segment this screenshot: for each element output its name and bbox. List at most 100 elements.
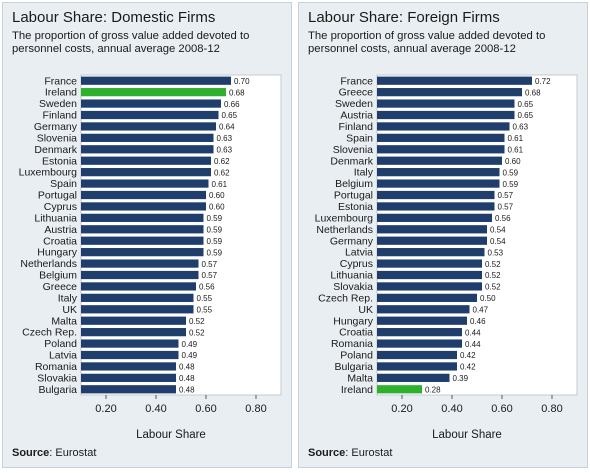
bar-romania (81, 362, 176, 371)
category-label: Greece (43, 281, 78, 293)
data-label: 0.47 (473, 305, 489, 314)
category-label: Romania (35, 361, 77, 373)
category-label: Ireland (341, 384, 373, 396)
x-tick-label: 0.80 (245, 403, 266, 415)
bar-romania (377, 339, 462, 348)
x-tick-label: 0.20 (95, 403, 116, 415)
data-label: 0.55 (197, 294, 213, 303)
bar-poland (81, 339, 179, 348)
source-value: Eurostat (351, 447, 393, 459)
data-label: 0.63 (217, 134, 233, 143)
category-label: Slovakia (333, 281, 373, 293)
data-label: 0.56 (199, 283, 215, 292)
data-label: 0.48 (179, 363, 195, 372)
data-label: 0.63 (217, 145, 233, 154)
category-label: Belgium (335, 178, 373, 190)
bar-czech-rep- (81, 328, 186, 337)
data-label: 0.65 (222, 111, 238, 120)
bar-spain (81, 179, 209, 188)
bar-czech-rep- (377, 293, 477, 302)
bar-luxembourg (81, 168, 211, 177)
bar-lithuania (81, 213, 204, 222)
bar-greece (377, 88, 522, 97)
category-label: Netherlands (316, 224, 373, 236)
category-label: Austria (340, 110, 373, 122)
category-label: Belgium (39, 270, 77, 282)
bar-croatia (81, 236, 204, 245)
data-label: 0.62 (214, 168, 230, 177)
bar-bulgaria (377, 362, 457, 371)
category-label: Italy (354, 167, 374, 179)
bar-slovenia (377, 145, 505, 154)
data-label: 0.62 (214, 157, 230, 166)
category-label: Germany (34, 121, 78, 133)
category-label: Germany (330, 235, 374, 247)
category-label: Cyprus (340, 258, 373, 270)
category-label: Latvia (345, 247, 373, 259)
bar-austria (81, 225, 204, 234)
data-label: 0.57 (498, 203, 514, 212)
bar-uk (377, 305, 470, 314)
category-label: Luxembourg (315, 212, 374, 224)
data-label: 0.60 (209, 191, 225, 200)
x-tick-label: 0.40 (145, 403, 166, 415)
data-label: 0.52 (189, 328, 205, 337)
source-value: Eurostat (55, 447, 97, 459)
category-label: Poland (340, 350, 373, 362)
data-label: 0.42 (460, 351, 476, 360)
bar-bulgaria (81, 385, 176, 394)
category-label: Bulgaria (38, 384, 77, 396)
bar-slovakia (81, 373, 176, 382)
bar-latvia (377, 248, 485, 257)
bar-denmark (377, 156, 502, 165)
data-label: 0.60 (505, 157, 521, 166)
data-label: 0.44 (465, 328, 481, 337)
bar-malta (377, 373, 450, 382)
chart-subtitle: The proportion of gross value added devo… (12, 30, 250, 55)
category-label: Cyprus (44, 201, 77, 213)
bar-uk (81, 305, 194, 314)
domestic-firms-panel: Labour Share: Domestic Firms The proport… (2, 2, 292, 468)
data-label: 0.49 (182, 351, 198, 360)
category-label: Denmark (330, 155, 373, 167)
bar-croatia (377, 328, 462, 337)
data-label: 0.53 (488, 248, 504, 257)
category-label: Bulgaria (334, 361, 373, 373)
bar-belgium (377, 179, 500, 188)
bar-poland (377, 350, 457, 360)
x-tick-label: 0.80 (541, 403, 562, 415)
data-label: 0.49 (182, 340, 198, 349)
bar-italy (377, 168, 500, 177)
bar-luxembourg (377, 213, 492, 222)
category-label: Finland (339, 121, 374, 133)
data-label: 0.65 (518, 111, 534, 120)
category-label: France (44, 75, 77, 87)
data-label: 0.52 (189, 317, 205, 326)
data-label: 0.57 (202, 260, 218, 269)
category-label: Netherlands (20, 258, 77, 270)
data-label: 0.59 (207, 237, 223, 246)
bar-portugal (81, 190, 206, 200)
bar-italy (81, 293, 194, 302)
category-label: Spain (346, 132, 373, 144)
bar-belgium (81, 270, 199, 280)
bar-finland (81, 110, 219, 120)
category-label: Spain (50, 178, 77, 190)
data-label: 0.66 (224, 100, 240, 109)
bar-austria (377, 110, 515, 120)
category-label: Luxembourg (19, 167, 78, 179)
data-label: 0.48 (179, 385, 195, 394)
chart-subtitle: The proportion of gross value added devo… (308, 30, 546, 55)
data-label: 0.39 (453, 374, 469, 383)
category-label: Estonia (338, 201, 373, 213)
bar-sweden (81, 99, 221, 108)
bar-latvia (81, 350, 179, 360)
chart-title: Labour Share: Foreign Firms (308, 9, 500, 26)
category-label: Czech Rep. (318, 292, 373, 304)
x-tick-label: 0.60 (491, 403, 512, 415)
x-tick-label: 0.40 (441, 403, 462, 415)
bar-hungary (81, 248, 204, 257)
bar-hungary (377, 316, 467, 325)
bar-slovenia (81, 133, 214, 142)
data-label: 0.65 (518, 100, 534, 109)
